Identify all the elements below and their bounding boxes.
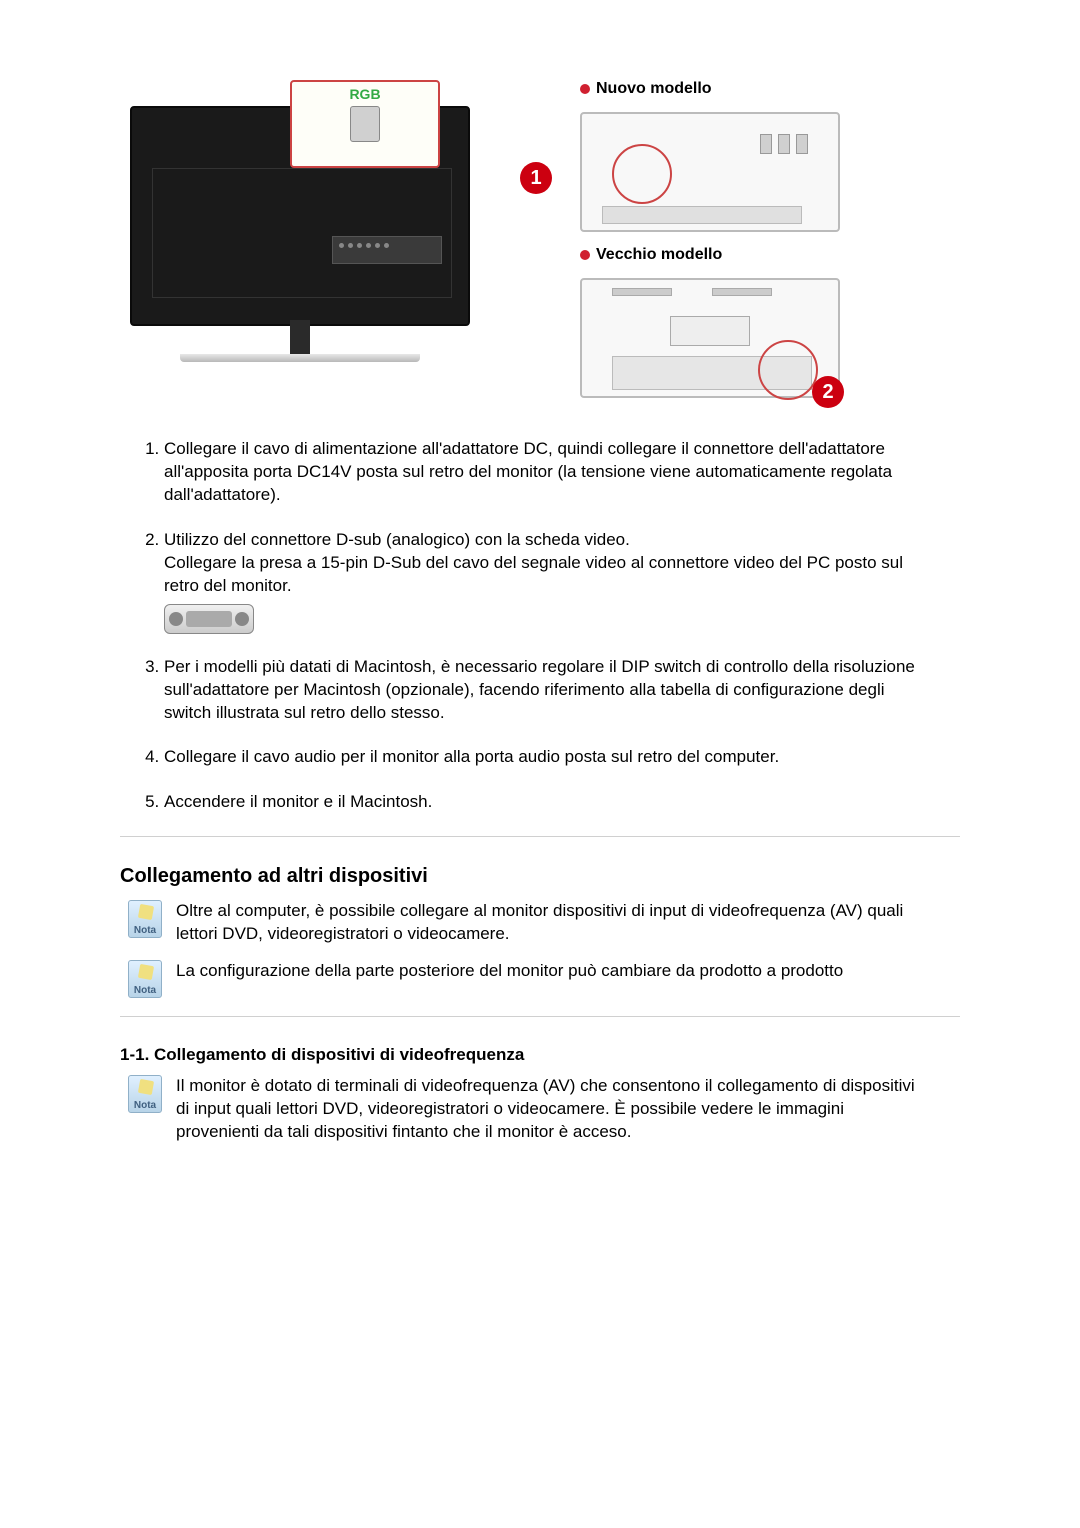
rgb-callout: RGB <box>290 80 440 168</box>
step-3-text: Per i modelli più datati di Macintosh, è… <box>164 657 915 722</box>
device-base <box>602 206 802 224</box>
step-4: Collegare il cavo audio per il monitor a… <box>164 746 960 769</box>
step-2a-text: Utilizzo del connettore D-sub (analogico… <box>164 530 630 549</box>
marker-2: 2 <box>812 376 844 408</box>
section-title: Collegamento ad altri dispositivi <box>120 865 960 888</box>
connection-diagram: RGB Nuovo modello 1 <box>120 80 960 398</box>
vecchio-modello-label: Vecchio modello <box>580 246 840 264</box>
step-2b-text: Collegare la presa a 15-pin D-Sub del ca… <box>164 553 903 595</box>
subsection-title: 1-1. Collegamento di dispositivi di vide… <box>120 1045 960 1065</box>
step-1: Collegare il cavo di alimentazione all'a… <box>164 438 960 507</box>
bullet-icon <box>580 84 590 94</box>
monitor-panel <box>152 168 452 298</box>
dsub-connector-icon <box>164 604 254 634</box>
step-3: Per i modelli più datati di Macintosh, è… <box>164 656 960 725</box>
nota-icon: Nota <box>128 900 162 938</box>
divider <box>120 836 960 837</box>
note-row-3: Nota Il monitor è dotato di terminali di… <box>120 1075 960 1144</box>
subsection: 1-1. Collegamento di dispositivi di vide… <box>120 1045 960 1144</box>
nota-icon: Nota <box>128 960 162 998</box>
note-3-text: Il monitor è dotato di terminali di vide… <box>176 1075 960 1144</box>
device-vents <box>612 288 772 296</box>
vecchio-text: Vecchio modello <box>596 246 722 264</box>
new-mac-device: 1 <box>580 112 840 232</box>
monitor-neck <box>290 320 310 354</box>
device-slots <box>760 134 808 154</box>
step-5-text: Accendere il monitor e il Macintosh. <box>164 792 432 811</box>
note-row-1: Nota Oltre al computer, è possibile coll… <box>120 900 960 946</box>
monitor-stand <box>180 354 420 362</box>
monitor-rear-illustration: RGB <box>130 80 490 380</box>
note-1-text: Oltre al computer, è possibile collegare… <box>176 900 960 946</box>
step-4-text: Collegare il cavo audio per il monitor a… <box>164 747 779 766</box>
highlight-ring-2 <box>758 340 818 400</box>
dsub-port-icon <box>350 106 380 142</box>
nuovo-modello-label: Nuovo modello <box>580 80 840 98</box>
pc-screen <box>670 316 750 346</box>
device-column: Nuovo modello 1 Vecchio modello 2 <box>580 80 840 398</box>
step-5: Accendere il monitor e il Macintosh. <box>164 791 960 814</box>
divider <box>120 1016 960 1017</box>
rgb-label: RGB <box>349 86 380 102</box>
nota-label: Nota <box>134 925 156 936</box>
old-mac-device: 2 <box>580 278 840 398</box>
marker-1: 1 <box>520 162 552 194</box>
highlight-ring-1 <box>612 144 672 204</box>
nuovo-text: Nuovo modello <box>596 80 712 98</box>
note-row-2: Nota La configurazione della parte poste… <box>120 960 960 998</box>
step-2: Utilizzo del connettore D-sub (analogico… <box>164 529 960 634</box>
note-2-text: La configurazione della parte posteriore… <box>176 960 960 983</box>
nota-icon: Nota <box>128 1075 162 1113</box>
bullet-icon <box>580 250 590 260</box>
nota-label: Nota <box>134 985 156 996</box>
step-1-text: Collegare il cavo di alimentazione all'a… <box>164 439 892 504</box>
steps-list: Collegare il cavo di alimentazione all'a… <box>120 438 960 814</box>
port-strip <box>332 236 442 264</box>
nota-label: Nota <box>134 1100 156 1111</box>
